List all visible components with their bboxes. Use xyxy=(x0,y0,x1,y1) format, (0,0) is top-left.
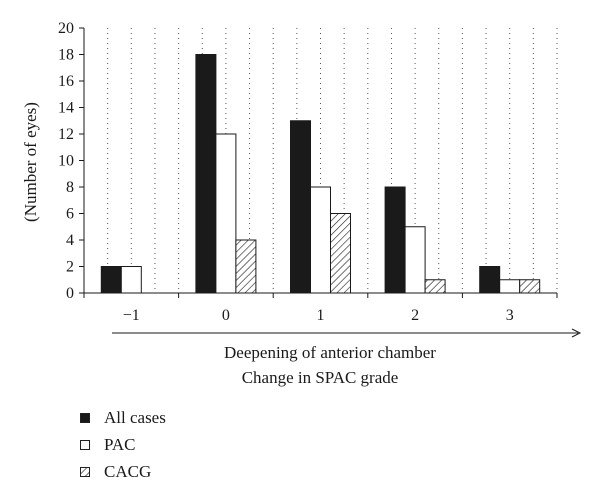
bar-cacg-3 xyxy=(424,279,446,294)
bar-pac-3 xyxy=(404,226,426,294)
x-tick-label: 0 xyxy=(222,307,230,324)
x-tick-label: 3 xyxy=(506,307,514,324)
x-tick-label: 2 xyxy=(411,307,419,324)
x-axis-label-line-1: Deepening of anterior chamber xyxy=(224,343,436,362)
bar-pac-1 xyxy=(215,133,237,294)
legend: All cases PAC CACG xyxy=(80,404,166,485)
x-tick-label: 1 xyxy=(317,307,325,324)
y-tick-label: 8 xyxy=(66,179,74,196)
legend-label-all-cases: All cases xyxy=(104,407,166,427)
bar-cacg-1 xyxy=(235,239,257,294)
y-tick-label: 2 xyxy=(66,259,74,276)
x-axis-label-line-2: Change in SPAC grade xyxy=(242,368,399,387)
bar-all-cases-1 xyxy=(195,54,217,294)
legend-item-all-cases: All cases xyxy=(80,404,166,431)
y-tick-label: 14 xyxy=(58,100,74,117)
y-tick-label: 20 xyxy=(58,20,74,37)
legend-item-pac: PAC xyxy=(80,431,166,458)
legend-label-cacg: CACG xyxy=(104,461,152,481)
bar-cacg-2 xyxy=(330,213,351,294)
legend-swatch-pac xyxy=(80,439,90,450)
x-tick-label: −1 xyxy=(123,307,140,324)
y-tick-label: 0 xyxy=(66,285,74,302)
y-tick-label: 10 xyxy=(58,153,74,170)
legend-swatch-cacg xyxy=(80,466,90,477)
y-tick-label: 12 xyxy=(58,126,74,143)
axis-labels: (Number of eyes) Deepening of anterior c… xyxy=(21,102,436,387)
y-axis-label: (Number of eyes) xyxy=(21,102,40,222)
legend-swatch-all-cases xyxy=(80,412,90,423)
y-tick-label: 18 xyxy=(58,47,74,64)
y-tick-label: 4 xyxy=(66,232,74,249)
direction-arrow-head xyxy=(571,328,582,338)
bar-cacg-4 xyxy=(519,279,541,294)
bar-pac-4 xyxy=(499,279,521,294)
bar-pac-2 xyxy=(310,186,331,294)
y-tick-label: 16 xyxy=(58,73,74,90)
legend-label-pac: PAC xyxy=(104,434,136,454)
legend-item-cacg: CACG xyxy=(80,458,166,485)
y-tick-label: 6 xyxy=(66,206,74,223)
bar-all-cases-3 xyxy=(384,186,406,294)
bar-all-cases-4 xyxy=(479,266,501,294)
bar-pac-0 xyxy=(120,266,142,294)
bar-all-cases-2 xyxy=(290,120,311,294)
bar-all-cases-0 xyxy=(100,266,122,294)
